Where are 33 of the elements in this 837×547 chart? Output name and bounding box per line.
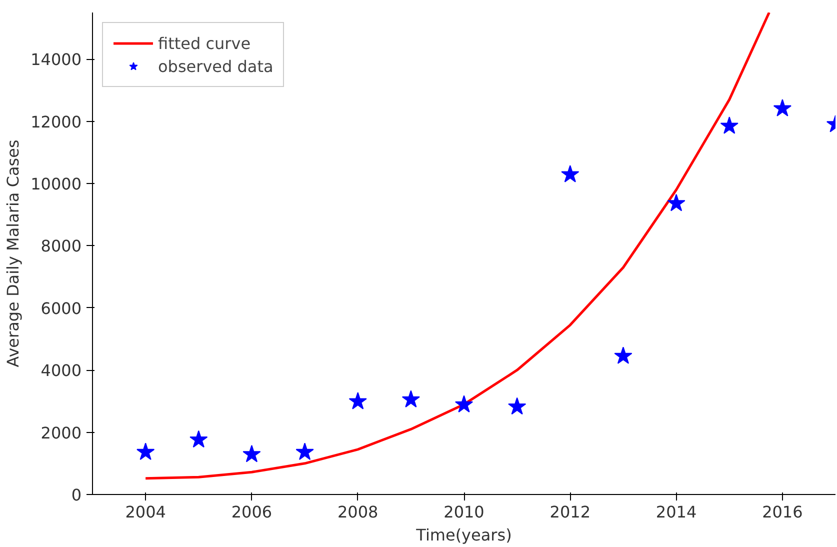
point	[667, 194, 686, 212]
legend-label: observed data	[158, 56, 274, 76]
point	[773, 99, 792, 116]
point	[614, 346, 632, 364]
point	[296, 442, 314, 460]
point	[402, 390, 420, 408]
legend-label: fitted curve	[158, 34, 251, 52]
y-tick-label: 0	[71, 486, 82, 504]
x-tick-label: 2008	[338, 502, 378, 522]
x-tick-label: 2016	[762, 502, 803, 522]
point	[561, 165, 580, 182]
x-tick-label: 2010	[444, 502, 484, 522]
point	[720, 116, 738, 134]
point	[454, 395, 474, 412]
x-tick-label: 2004	[125, 502, 166, 522]
y-tick-label: 10000	[30, 174, 82, 194]
y-tick-label: 12000	[30, 112, 82, 132]
point	[136, 442, 155, 460]
y-tick-label: 8000	[40, 236, 82, 256]
y-tick-label: 2000	[40, 423, 82, 442]
x-tick-label: 2014	[656, 502, 697, 522]
x-tick-label: 2012	[550, 502, 590, 522]
point	[508, 397, 526, 415]
y-tick-label: 4000	[40, 361, 82, 380]
y-tick-label: 14000	[30, 50, 82, 70]
y-axis-title: Average Daily Malaria Cases	[4, 140, 23, 368]
point	[348, 392, 367, 410]
x-axis-title: Time(years)	[415, 526, 512, 544]
point	[242, 444, 261, 462]
y-tick-label: 6000	[40, 298, 82, 318]
point	[190, 430, 208, 448]
x-tick-label: 2006	[231, 502, 272, 522]
line-series	[144, 12, 770, 480]
